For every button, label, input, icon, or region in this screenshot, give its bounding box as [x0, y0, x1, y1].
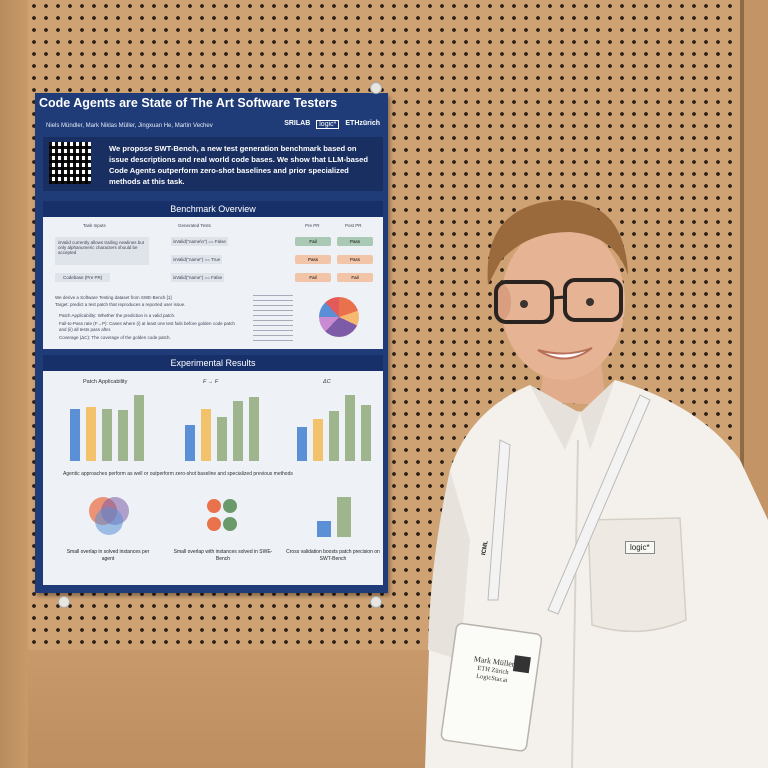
- bar: [217, 417, 227, 461]
- caption-swebench-overlap: Small overlap with instances solved in S…: [173, 549, 273, 562]
- bar: [185, 425, 195, 461]
- bar: [329, 411, 339, 461]
- bar-chart-coverage: [295, 391, 385, 461]
- presenter: [425, 200, 768, 768]
- pushpin: [370, 596, 382, 608]
- bar: [345, 395, 355, 461]
- venn-diagram-swebench: [203, 497, 253, 533]
- venn-diagram-agents: [85, 493, 129, 537]
- issue-text: isValid currently allows trailing newlin…: [55, 237, 149, 265]
- description-line-5: Coverage (ΔC): The coverage of the golde…: [59, 335, 171, 340]
- bar: [70, 409, 80, 461]
- bar: [317, 521, 331, 537]
- data-table: [253, 295, 293, 341]
- bar: [118, 410, 128, 461]
- bar: [337, 497, 351, 537]
- poster-intro: We propose SWT-Bench, a new test generat…: [43, 137, 383, 191]
- caption-cross-validation: Cross validation boosts patch precision …: [286, 549, 380, 562]
- result-pre-3: Fail: [295, 273, 331, 282]
- experimental-results-header: Experimental Results: [43, 355, 383, 371]
- intro-text: We propose SWT-Bench, a new test generat…: [109, 144, 368, 186]
- benchmark-overview-header: Benchmark Overview: [43, 201, 383, 217]
- description-line-4: Fail-to-Pass rate (F→P): Cases where (i)…: [59, 321, 235, 332]
- pushpin: [58, 596, 70, 608]
- generated-test-3: isValid("name") == False: [171, 273, 225, 282]
- pre-pr-label: Pre PR: [305, 223, 320, 228]
- result-post-2: Pass: [337, 255, 373, 264]
- wall-left: [0, 0, 28, 768]
- bar: [249, 397, 259, 461]
- result-post-1: Pass: [337, 237, 373, 246]
- research-poster: Code Agents are State of The Art Softwar…: [35, 93, 388, 593]
- poster-logos: SRILAB logic* ETHzürich: [284, 120, 380, 129]
- experimental-results-panel: Patch Applicability F → F ΔC: [43, 371, 383, 585]
- srilab-logo: SRILAB: [284, 120, 311, 127]
- bar: [233, 401, 243, 461]
- pushpin: [370, 82, 382, 94]
- bar: [313, 419, 323, 461]
- eth-logo: ETHzürich: [345, 120, 380, 127]
- result-pre-2: Pass: [295, 255, 331, 264]
- result-pre-1: Fail: [295, 237, 331, 246]
- bar: [297, 427, 307, 461]
- description-line-1: We derive a Software Testing dataset fro…: [55, 295, 172, 300]
- chart-title-fp: F → F: [203, 379, 219, 385]
- bar-chart-applicability: [68, 391, 158, 461]
- wall-seam: [740, 0, 744, 768]
- chart-title-coverage: ΔC: [323, 379, 331, 385]
- result-post-3: Fail: [337, 273, 373, 282]
- results-highlight: Agentic approaches perform as well or ou…: [63, 471, 293, 477]
- qr-code: [49, 142, 91, 184]
- pie-chart: [319, 297, 359, 337]
- bar-chart-fp: [183, 391, 273, 461]
- description-line-3: Patch Applicability: Whether the predict…: [59, 313, 176, 318]
- bar: [361, 405, 371, 461]
- description-line-2: Target: predict a test patch that reprod…: [55, 302, 186, 307]
- bar: [86, 407, 96, 461]
- bar: [201, 409, 211, 461]
- poster-authors: Niels Mündler, Mark Niklas Müller, Jingx…: [46, 123, 213, 129]
- benchmark-overview-panel: Task Inputs Generated Tests Pre PR Post …: [43, 217, 383, 349]
- bar: [102, 409, 112, 461]
- poster-title: Code Agents are State of The Art Softwar…: [39, 96, 338, 110]
- codebase-label: Codebase (Pre PR): [55, 273, 111, 282]
- logicstar-logo: logic*: [316, 120, 340, 129]
- generated-test-2: isValid("name") == True: [171, 255, 223, 264]
- post-pr-label: Post PR: [345, 223, 362, 228]
- bar-chart-cross-validation: [311, 497, 371, 537]
- generated-tests-label: Generated Tests: [178, 223, 211, 228]
- task-inputs-label: Task Inputs: [83, 223, 106, 228]
- bar: [134, 395, 144, 461]
- caption-agents-overlap: Small overlap in solved instances per ag…: [66, 549, 150, 562]
- generated-test-1: isValid("name\n") == False: [171, 237, 228, 246]
- shirt-logo-badge: logic*: [625, 541, 655, 554]
- chart-title-applicability: Patch Applicability: [83, 379, 128, 385]
